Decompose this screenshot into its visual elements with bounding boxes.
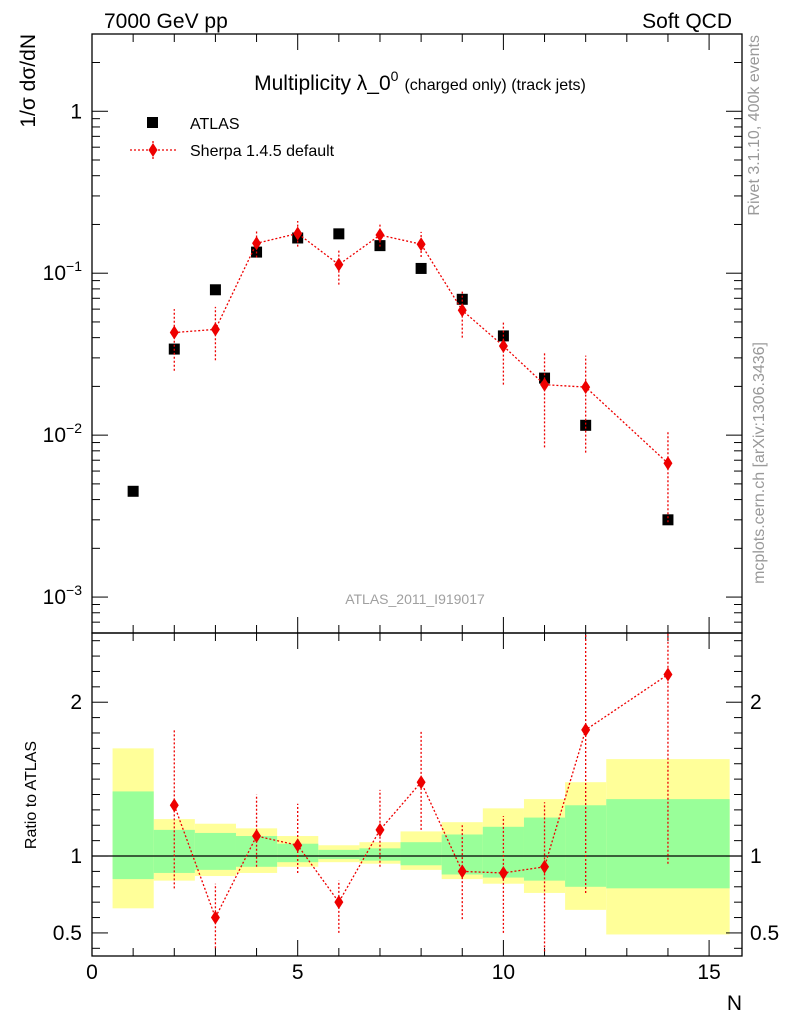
sherpa-point-3	[210, 322, 220, 337]
ratio-y-label: Ratio to ATLAS	[23, 741, 40, 849]
sherpa-point-14	[663, 456, 673, 471]
ratio-point-10	[498, 865, 508, 880]
band-green-7	[400, 842, 442, 866]
sherpa-point-4	[252, 236, 262, 251]
analysis-watermark: ATLAS_2011_I919017	[345, 591, 485, 607]
sherpa-point-12	[581, 380, 591, 395]
x-tick-label-0: 0	[86, 961, 98, 984]
ratio-ytick-label-right-2: 2	[750, 691, 762, 714]
sherpa-point-11	[540, 377, 550, 392]
atlas-point-9	[456, 293, 468, 305]
ratio-point-7	[375, 822, 385, 837]
band-green-12	[606, 799, 730, 889]
ratio-point-14	[663, 667, 673, 682]
legend-atlas-label: ATLAS	[190, 116, 240, 133]
ratio-point-6	[334, 895, 344, 910]
main-ytick-label-3: 10−3	[43, 582, 83, 609]
atlas-point-12	[580, 419, 592, 431]
header-left: 7000 GeV pp	[104, 10, 228, 33]
sherpa-point-8	[416, 237, 426, 252]
atlas-point-14	[662, 514, 674, 526]
legend: ATLAS Sherpa 1.4.5 default	[130, 116, 335, 160]
sherpa-point-2	[169, 325, 179, 340]
x-tick-label-10: 10	[492, 961, 515, 984]
ratio-point-11	[540, 859, 550, 874]
main-plot-title: Multiplicity λ_00 (charged only) (track j…	[254, 68, 586, 95]
ratio-point-5	[293, 838, 303, 853]
band-green-11	[565, 805, 607, 887]
main-y-label: 1/σ dσ/dN	[17, 34, 40, 128]
title-main: Multiplicity λ_0	[254, 72, 391, 95]
atlas-point-8	[415, 262, 427, 274]
ratio-ytick-label-right-0.5: 0.5	[750, 922, 779, 945]
source-label: mcplots.cern.ch [arXiv:1306.3436]	[751, 342, 768, 584]
band-green-0	[112, 791, 154, 880]
atlas-point-3	[209, 284, 221, 296]
main-plot: 1 10−1 10−2 10−3	[43, 33, 743, 634]
ratio-point-8	[416, 775, 426, 790]
ratio-ytick-label-left-0.5: 0.5	[53, 922, 82, 945]
ratio-point-3	[210, 910, 220, 925]
ratio-line	[173, 673, 669, 920]
band-green-2	[194, 832, 236, 870]
sherpa-point-5	[293, 226, 303, 241]
band-green-4	[277, 843, 319, 863]
sherpa-point-6	[334, 257, 344, 272]
main-ytick-label-0: 1	[70, 100, 82, 123]
rivet-label: Rivet 3.1.10, 400k events	[746, 35, 763, 216]
x-tick-label-5: 5	[292, 961, 304, 984]
legend-atlas-marker	[147, 117, 158, 128]
ratio-point-9	[457, 864, 467, 879]
ratio-ytick-label-left-2: 2	[70, 691, 82, 714]
atlas-point-6	[333, 228, 345, 240]
legend-sherpa-marker	[148, 143, 158, 157]
main-ytick-label-2: 10−2	[43, 420, 83, 447]
band-green-5	[318, 849, 360, 860]
ratio-point-2	[169, 798, 179, 813]
legend-sherpa-label: Sherpa 1.4.5 default	[190, 143, 335, 160]
main-ytick-label-1: 10−1	[43, 258, 83, 285]
sherpa-point-7	[375, 228, 385, 243]
title-suffix: (charged only) (track jets)	[404, 77, 585, 94]
atlas-point-1	[127, 485, 139, 497]
sherpa-point-9	[457, 303, 467, 318]
title-sup: 0	[391, 68, 399, 84]
ratio-ytick-label-right-1: 1	[750, 845, 762, 868]
ratio-point-12	[581, 722, 591, 737]
ratio-point-4	[252, 829, 262, 844]
ratio-plot: 0 5 10 15 0.5 0.5 1 1 2 2	[53, 632, 779, 984]
sherpa-line	[174, 232, 669, 464]
sherpa-point-10	[498, 339, 508, 354]
header-right: Soft QCD	[642, 10, 732, 33]
x-tick-label-15: 15	[697, 961, 720, 984]
ratio-ytick-label-left-1: 1	[70, 845, 82, 868]
x-axis-label: N	[727, 992, 742, 1015]
